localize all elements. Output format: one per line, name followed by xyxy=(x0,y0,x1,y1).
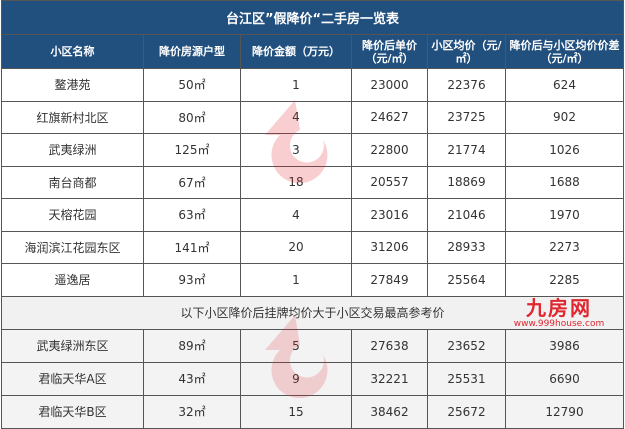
table-cell: 24627 xyxy=(351,100,428,134)
table-cell: 22800 xyxy=(351,133,428,167)
table-row: 海润滨江花园东区 141㎡ 20 31206 28933 2273 xyxy=(1,230,624,264)
column-header: 小区名称 xyxy=(1,34,144,69)
table-cell: 18869 xyxy=(427,165,506,199)
table-cell: 27638 xyxy=(351,328,428,363)
table-cell: 902 xyxy=(505,100,624,134)
table-row: 南台商都 67㎡ 18 20557 18869 1688 xyxy=(1,165,624,199)
table-cell: 武夷绿洲东区 xyxy=(1,328,144,363)
table-cell: 1688 xyxy=(505,165,624,199)
table-cell: 海润滨江花园东区 xyxy=(1,230,144,264)
table-cell: 93㎡ xyxy=(143,263,241,297)
table-cell: 君临天华A区 xyxy=(1,361,144,396)
table-cell: 武夷绿洲 xyxy=(1,133,144,167)
column-header: 降价后单价（元/㎡） xyxy=(351,34,428,69)
table-row: 武夷绿洲 125㎡ 3 22800 21774 1026 xyxy=(1,133,624,167)
table-cell: 12790 xyxy=(505,394,624,429)
table-cell: 9 xyxy=(240,361,352,396)
table-cell: 红旗新村北区 xyxy=(1,100,144,134)
table-cell: 31206 xyxy=(351,230,428,264)
table-cell: 15 xyxy=(240,394,352,429)
table-row: 遥逸居 93㎡ 1 27849 25564 2285 xyxy=(1,263,624,297)
table-cell: 89㎡ xyxy=(143,328,241,363)
table-cell: 43㎡ xyxy=(143,361,241,396)
column-header: 降价金额（万元） xyxy=(240,34,352,69)
table-row: 君临天华A区 43㎡ 9 32221 25531 6690 xyxy=(1,361,624,396)
table-cell: 2285 xyxy=(505,263,624,297)
table-cell: 50㎡ xyxy=(143,68,241,102)
table-cell: 25564 xyxy=(427,263,506,297)
table-cell: 3 xyxy=(240,133,352,167)
table-cell: 天榕花园 xyxy=(1,198,144,232)
table-cell: 23725 xyxy=(427,100,506,134)
table-row: 红旗新村北区 80㎡ 4 24627 23725 902 xyxy=(1,100,624,134)
table-cell: 624 xyxy=(505,68,624,102)
brand-url: www.999house.com xyxy=(513,318,605,329)
table-cell: 27849 xyxy=(351,263,428,297)
table-row: 君临天华B区 32㎡ 15 38462 25672 12790 xyxy=(1,394,624,429)
table-cell: 22376 xyxy=(427,68,506,102)
table-cell: 23652 xyxy=(427,328,506,363)
table-cell: 21046 xyxy=(427,198,506,232)
table-cell: 1 xyxy=(240,68,352,102)
table-cell: 141㎡ xyxy=(143,230,241,264)
table-row: 武夷绿洲东区 89㎡ 5 27638 23652 3986 xyxy=(1,328,624,363)
table-cell: 21774 xyxy=(427,133,506,167)
note-row: 以下小区降价后挂牌均价大于小区交易最高参考价 九房网 www.999house.… xyxy=(1,295,624,330)
table-title: 台江区”假降价“二手房一览表 xyxy=(1,0,624,35)
table-cell: 20 xyxy=(240,230,352,264)
column-header: 降价后与小区均价价差（元/㎡） xyxy=(505,34,624,69)
brand-logo: 九房网 www.999house.com xyxy=(499,296,619,329)
table-cell: 18 xyxy=(240,165,352,199)
table-cell: 1 xyxy=(240,263,352,297)
table-cell: 3986 xyxy=(505,328,624,363)
table-cell: 125㎡ xyxy=(143,133,241,167)
note-text: 以下小区降价后挂牌均价大于小区交易最高参考价 xyxy=(180,306,445,320)
column-header: 降价房源户型 xyxy=(143,34,241,69)
header-row: 小区名称 降价房源户型 降价金额（万元） 降价后单价（元/㎡） 小区均价（元/㎡） 降价后… xyxy=(1,34,624,69)
table-cell: 67㎡ xyxy=(143,165,241,199)
table-cell: 23000 xyxy=(351,68,428,102)
table-row: 天榕花园 63㎡ 4 23016 21046 1970 xyxy=(1,198,624,232)
table-cell: 遥逸居 xyxy=(1,263,144,297)
table-cell: 23016 xyxy=(351,198,428,232)
table-cell: 4 xyxy=(240,100,352,134)
table-cell: 32221 xyxy=(351,361,428,396)
table-cell: 1026 xyxy=(505,133,624,167)
table-cell: 4 xyxy=(240,198,352,232)
table-cell: 32㎡ xyxy=(143,394,241,429)
table-cell: 君临天华B区 xyxy=(1,394,144,429)
table-cell: 25531 xyxy=(427,361,506,396)
table-cell: 20557 xyxy=(351,165,428,199)
table-cell: 2273 xyxy=(505,230,624,264)
brand-logo-text: 九房网 xyxy=(526,296,592,320)
table-cell: 鳌港苑 xyxy=(1,68,144,102)
column-header: 小区均价（元/㎡） xyxy=(427,34,506,69)
table-cell: 25672 xyxy=(427,394,506,429)
table-cell: 38462 xyxy=(351,394,428,429)
table-cell: 5 xyxy=(240,328,352,363)
table-cell: 80㎡ xyxy=(143,100,241,134)
table-cell: 63㎡ xyxy=(143,198,241,232)
table-row: 鳌港苑 50㎡ 1 23000 22376 624 xyxy=(1,68,624,102)
table-cell: 1970 xyxy=(505,198,624,232)
table-cell: 南台商都 xyxy=(1,165,144,199)
table-cell: 28933 xyxy=(427,230,506,264)
table-cell: 6690 xyxy=(505,361,624,396)
